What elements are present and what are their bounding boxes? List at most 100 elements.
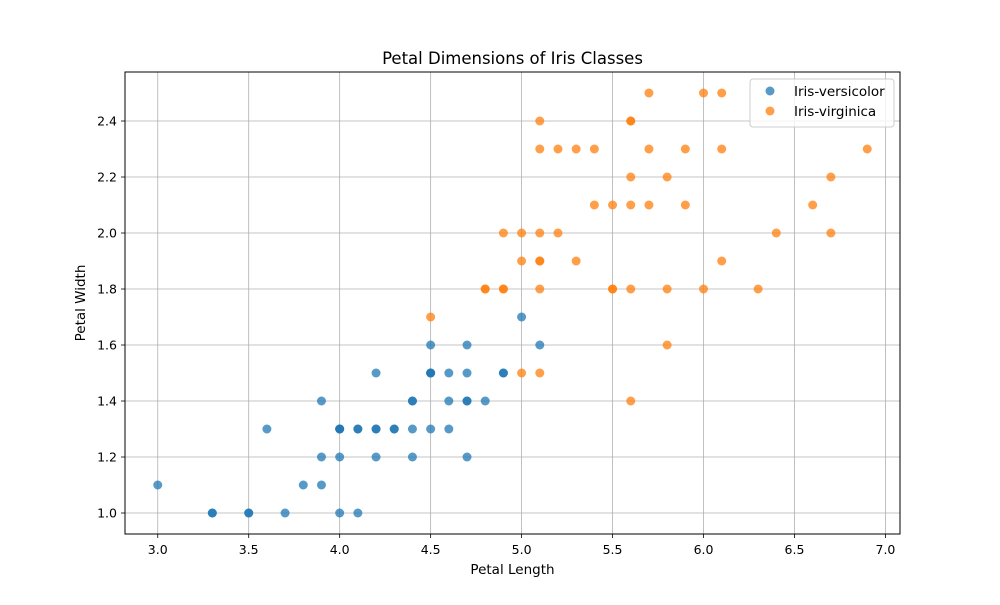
data-point [680,200,690,210]
data-point [316,480,326,490]
y-tick-label: 1.6 [97,338,117,353]
data-point [298,480,308,490]
legend: Iris-versicolor Iris-virginica [749,78,895,128]
data-point [699,88,709,98]
y-tick-label: 1.2 [97,450,117,465]
data-points [153,88,872,518]
data-point [389,424,399,434]
data-point [371,424,381,434]
data-point [535,116,545,126]
data-point [571,256,581,266]
data-point [426,424,436,434]
chart-title: Petal Dimensions of Iris Classes [382,49,643,68]
data-point [335,508,345,518]
data-point [462,340,472,350]
y-tick-label: 1.4 [97,394,117,409]
data-point [608,200,618,210]
grid [125,72,900,534]
data-point [626,396,636,406]
data-point [753,284,763,294]
data-point [353,424,363,434]
x-axis-label: Petal Length [470,562,554,578]
y-tick-label: 2.2 [97,170,117,185]
data-point [498,284,508,294]
data-point [244,508,254,518]
legend-label: Iris-virginica [794,104,876,120]
data-point [862,144,872,154]
legend-label: Iris-versicolor [794,84,885,100]
data-point [626,116,636,126]
data-point [498,368,508,378]
x-tick-label: 5.0 [512,542,532,557]
data-point [662,284,672,294]
axis-ticks: 3.0 3.5 4.0 4.5 5.0 5.5 6.0 6.5 7.0 1.0 1.2 1.4 1.6 1… [97,114,895,558]
data-point [808,200,818,210]
x-tick-label: 3.5 [239,542,259,557]
y-tick-label: 2.0 [97,226,117,241]
data-point [444,368,454,378]
data-point [335,424,345,434]
data-point [426,312,436,322]
data-point [626,200,636,210]
plot-frame [124,71,901,535]
y-tick-label: 1.8 [97,282,117,297]
data-point [589,144,599,154]
data-point [717,88,727,98]
data-point [535,340,545,350]
x-tick-label: 6.0 [694,542,714,557]
data-point [462,452,472,462]
data-point [553,228,563,238]
x-tick-label: 6.5 [785,542,805,557]
data-point [316,396,326,406]
data-point [626,284,636,294]
y-tick-label: 1.0 [97,506,117,521]
data-point [535,256,545,266]
x-tick-label: 7.0 [876,542,896,557]
data-point [826,228,836,238]
data-point [335,452,345,462]
data-point [644,88,654,98]
data-point [316,452,326,462]
data-point [535,144,545,154]
data-point [826,172,836,182]
data-point [517,312,527,322]
x-tick-label: 3.0 [148,542,168,557]
data-point [553,144,563,154]
data-point [462,396,472,406]
data-point [407,452,417,462]
data-point [680,144,690,154]
data-point [444,424,454,434]
data-point [371,368,381,378]
x-tick-label: 4.5 [421,542,441,557]
data-point [535,284,545,294]
data-point [644,200,654,210]
data-point [353,508,363,518]
data-point [535,368,545,378]
data-point [444,396,454,406]
data-point [644,144,654,154]
legend-box [749,78,895,128]
data-point [699,284,709,294]
y-tick-label: 2.4 [97,114,117,129]
data-point [662,172,672,182]
y-axis-label: Petal Width [73,265,89,342]
data-point [426,340,436,350]
data-point [662,340,672,350]
data-point [462,368,472,378]
data-point [717,144,727,154]
data-point [771,228,781,238]
data-point [426,368,436,378]
data-point [280,508,290,518]
data-point [498,228,508,238]
x-tick-label: 5.5 [603,542,623,557]
data-point [517,228,527,238]
data-point [589,200,599,210]
data-point [480,396,490,406]
data-point [517,368,527,378]
data-point [517,256,527,266]
data-point [407,424,417,434]
data-point [407,396,417,406]
data-point [371,452,381,462]
